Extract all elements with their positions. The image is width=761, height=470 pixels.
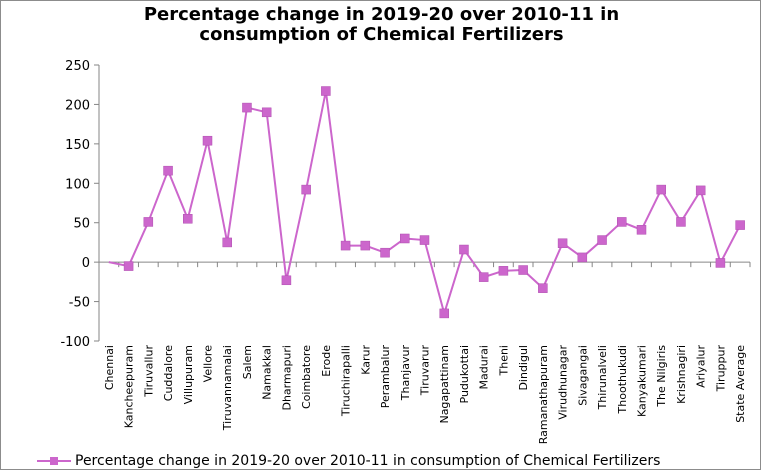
x-tick-label: Thirunalveli [596,345,609,410]
data-point-marker [261,107,272,118]
x-tick-label: Virudhunagar [557,345,570,420]
x-tick-label: Dindigul [517,345,530,391]
x-tick-label: Tiruvarur [419,345,432,397]
data-point-marker [557,238,568,248]
data-point-marker [321,86,331,96]
x-tick-label: Thanjavur [399,345,412,402]
y-tick-label: 50 [73,217,90,232]
x-tick-label: Krishnagiri [675,345,688,404]
y-tick-label: 150 [65,138,90,153]
data-point-marker [281,275,292,286]
data-point-marker [163,165,173,176]
x-tick-label: Dharmapuri [280,345,293,411]
data-point-marker [617,217,627,227]
x-tick-label: Kancheepuram [123,345,136,428]
data-point-marker [439,308,449,319]
data-point-marker [183,214,193,224]
data-point-marker [636,225,647,235]
x-tick-label: Sivagangai [576,345,589,406]
legend-square-marker-icon [50,457,58,465]
data-point-marker [400,233,410,244]
data-point-marker [360,240,371,251]
data-point-marker [597,235,607,245]
x-tick-label: Tiruvallur [142,345,155,398]
x-tick-label: Madurai [478,345,491,390]
y-tick-label: 100 [65,177,90,192]
legend-swatch [37,454,71,468]
series-line [108,90,742,315]
chart-title-line-1: Percentage change in 2019-20 over 2010-1… [143,4,620,25]
x-tick-label: Salem [241,345,254,379]
data-point-marker [340,240,351,251]
y-tick-label: -50 [69,296,90,311]
x-tick-label: Karur [359,345,372,375]
y-tick-label: 0 [82,256,90,271]
x-tick-label: Nagapattinam [438,345,451,424]
x-tick-label: Pudukottai [458,345,471,404]
data-point-marker [695,185,706,196]
legend-label: Percentage change in 2019-20 over 2010-1… [75,453,661,469]
x-tick-label: Chennai [103,345,116,390]
data-point-marker [577,252,588,263]
x-tick-label: Cuddalore [162,345,175,401]
x-tick-label: Villupuram [182,345,195,404]
x-tick-label: Thoothukudi [616,345,629,414]
y-tick-label: 250 [65,59,90,74]
y-tick-label: 200 [65,98,90,113]
x-tick-label: Theni [497,345,510,377]
chart-title: Percentage change in 2019-20 over 2010-1… [1,4,760,45]
data-point-marker [715,258,726,268]
data-point-marker [518,265,528,275]
data-point-marker [676,217,686,227]
data-point-marker [301,184,311,195]
legend: Percentage change in 2019-20 over 2010-1… [37,453,661,469]
data-point-marker [656,184,666,195]
x-tick-label: Ramanathapuram [537,345,550,444]
x-tick-label: Vellore [202,345,215,383]
data-point-marker [143,217,154,227]
x-tick-label: Tiruvannamalai [221,345,234,431]
x-tick-label: Namakkal [261,345,274,400]
x-tick-label: Perambalur [379,345,392,409]
x-tick-label: Ariyalur [695,345,708,388]
data-point-marker [538,283,548,293]
data-point-marker [222,237,232,248]
x-tick-label: The Nilgiris [655,345,668,408]
y-tick-label: -100 [60,335,90,350]
x-tick-label: Tiruchirapalli [340,345,353,417]
data-point-marker [735,220,745,230]
data-point-marker [242,102,252,113]
chart-title-line-2: consumption of Chemical Fertilizers [199,24,564,45]
x-tick-label: State Average [734,345,747,423]
data-point-marker [123,261,134,271]
data-point-marker [380,247,390,258]
x-tick-label: Coimbatore [300,345,313,409]
data-point-marker [459,244,469,255]
data-point-marker [498,266,509,276]
data-point-marker [202,135,213,146]
data-point-marker [419,235,430,245]
x-tick-label: Tiruppur [714,345,727,393]
x-tick-label: Kanyakumari [636,345,649,417]
data-point-marker [478,272,489,282]
x-tick-label: Erode [320,345,333,377]
